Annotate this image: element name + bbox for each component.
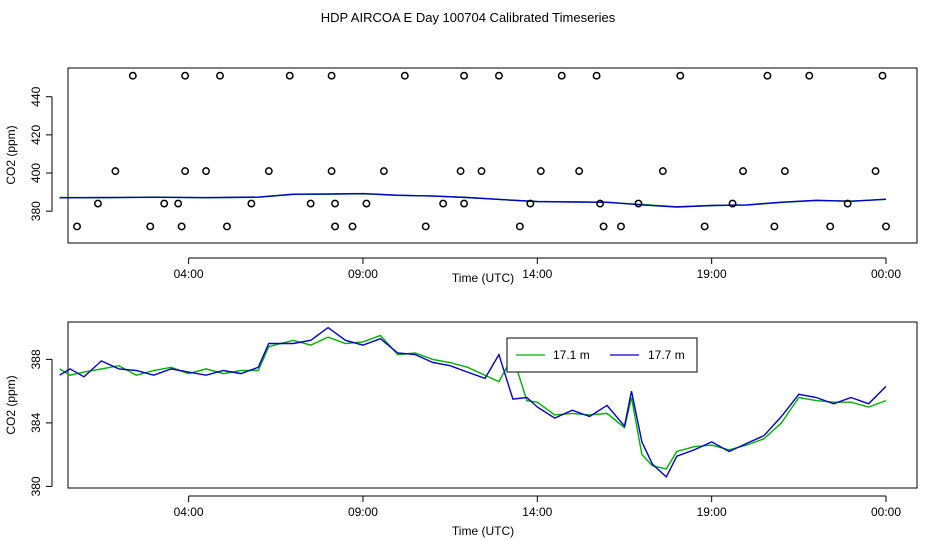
flask-point: [700, 222, 709, 231]
legend: 17.1 m 17.7 m: [506, 337, 698, 373]
x-tick-label: 04:00: [174, 505, 204, 519]
flask-point: [826, 222, 835, 231]
panel-top: 04:00 09:00 14:00 19:00 00:00 380 400 420 440 T…: [4, 67, 918, 285]
flask-point: [73, 222, 81, 231]
flask-point: [327, 167, 336, 176]
flask-point: [181, 167, 190, 176]
flask-point: [536, 167, 545, 176]
series-line-1: [59, 334, 887, 470]
flask-point: [805, 71, 814, 80]
flask-point: [223, 222, 231, 231]
flask-point: [456, 167, 465, 176]
x-tick-label: 04:00: [174, 267, 204, 281]
flask-point: [439, 199, 448, 208]
flask-point: [477, 167, 486, 176]
series-line-2: [59, 192, 887, 208]
flask-point: [177, 222, 186, 231]
flask-point: [348, 222, 357, 231]
flask-point: [306, 199, 315, 208]
y-tick-label: 400: [29, 163, 43, 183]
flask-point: [878, 71, 887, 80]
y-tick-label: 380: [29, 201, 43, 221]
y-tick-label: 440: [29, 86, 43, 106]
y-tick-label: 420: [29, 125, 43, 145]
flask-point: [526, 199, 535, 208]
flask-point: [676, 71, 685, 80]
flask-point: [264, 167, 273, 176]
flask-point: [285, 71, 294, 80]
flask-point: [575, 167, 584, 176]
flask-point: [515, 222, 524, 231]
flask-point: [460, 71, 469, 80]
x-tick-label: 00:00: [871, 505, 901, 519]
y-axis-bottom: 380 384 388: [29, 349, 53, 496]
plot-frame-bottom: [67, 321, 918, 489]
flask-point: [871, 167, 880, 176]
x-axis-bottom: 04:00 09:00 14:00 19:00 00:00: [174, 495, 901, 519]
flask-point: [111, 167, 120, 176]
x-tick-label: 14:00: [522, 505, 552, 519]
flask-point: [181, 71, 190, 80]
flask-point: [728, 199, 737, 208]
flask-point: [202, 167, 210, 176]
flask-point: [146, 222, 155, 231]
flask-point: [617, 222, 625, 231]
flask-point: [557, 71, 566, 80]
flask-point: [247, 199, 256, 208]
flask-point: [599, 222, 608, 231]
flask-point: [93, 199, 102, 208]
flask-point: [327, 71, 336, 80]
series-line-2: [59, 326, 887, 479]
plot-frame-top: [67, 67, 918, 244]
flask-point: [770, 222, 779, 231]
x-axis-top: 04:00 09:00 14:00 19:00 00:00: [174, 257, 901, 281]
x-tick-label: 14:00: [522, 267, 552, 281]
x-tick-label: 19:00: [697, 267, 727, 281]
x-tick-label: 09:00: [348, 267, 378, 281]
flask-point: [658, 167, 667, 176]
flask-point: [400, 71, 409, 80]
flask-point: [460, 199, 469, 208]
x-tick-label: 19:00: [697, 505, 727, 519]
flask-point: [843, 199, 852, 208]
flask-point: [379, 167, 388, 176]
legend-label-series-1: 17.1 m: [553, 348, 590, 362]
flask-point: [494, 71, 503, 80]
y-axis-top: 380 400 420 440: [29, 86, 53, 221]
y-tick-label: 388: [29, 349, 43, 369]
series-lines-bottom: [59, 326, 887, 479]
flask-point: [331, 222, 340, 231]
panel-bottom: 04:00 09:00 14:00 19:00 00:00 380 384 388 Time…: [4, 321, 918, 538]
y-tick-label: 380: [29, 476, 43, 496]
flask-point: [596, 199, 605, 208]
flask-point: [174, 199, 183, 208]
flask-point: [421, 222, 430, 231]
flask-point: [763, 71, 772, 80]
x-tick-label: 00:00: [871, 267, 901, 281]
flask-point: [362, 199, 371, 208]
series-lines-top: [59, 192, 887, 208]
x-axis-label-bottom: Time (UTC): [452, 524, 514, 538]
flask-point: [160, 199, 169, 208]
chart-title: HDP AIRCOA E Day 100704 Calibrated Times…: [321, 10, 616, 25]
x-tick-label: 09:00: [348, 505, 378, 519]
flask-point: [128, 71, 137, 80]
flask-point: [882, 222, 890, 231]
flask-point: [634, 199, 643, 208]
flask-point: [216, 71, 224, 80]
flask-point: [739, 167, 747, 176]
x-axis-label-top: Time (UTC): [452, 271, 514, 285]
y-tick-label: 384: [29, 413, 43, 433]
y-axis-label-bottom: CO2 (ppm): [4, 375, 18, 434]
flask-point: [592, 71, 601, 80]
series-line-1: [59, 193, 887, 208]
legend-label-series-2: 17.7 m: [648, 348, 685, 362]
y-axis-label-top: CO2 (ppm): [4, 125, 18, 184]
flask-points: [73, 71, 890, 231]
flask-point: [780, 167, 789, 176]
flask-point: [331, 199, 340, 208]
